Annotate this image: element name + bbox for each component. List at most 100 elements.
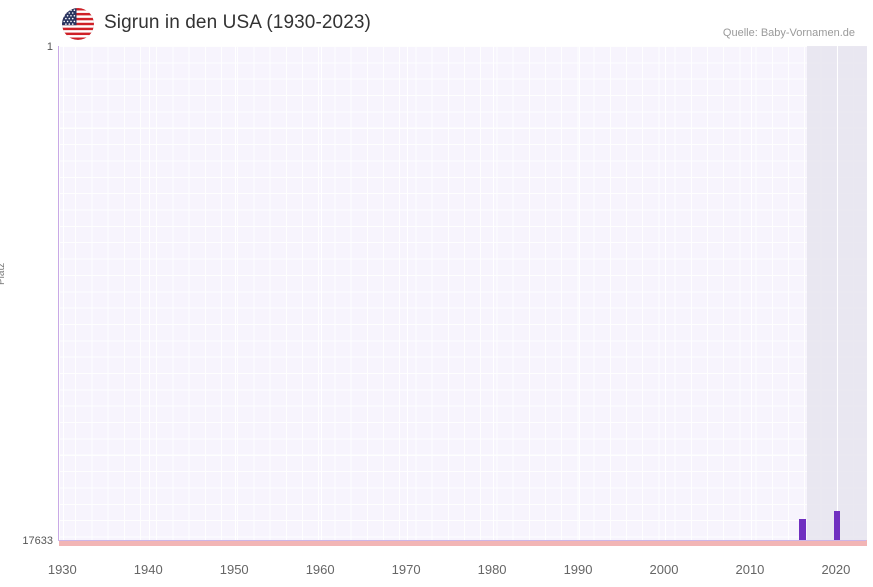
baseline-tick [583,540,593,546]
baseline-tick [471,540,481,546]
baseline-tick [204,540,214,546]
major-gridlines [59,46,867,540]
gridline-vertical [321,46,323,540]
baseline-tick [729,540,739,546]
baseline-tick [445,540,455,546]
baseline-tick [660,540,670,546]
baseline-tick [789,540,799,546]
baseline-tick [110,540,120,546]
gridline-vertical [750,46,752,540]
chart-header: Sigrun in den USA (1930-2023) Quelle: Ba… [0,0,873,44]
baseline-tick [634,540,644,546]
baseline-tick [437,540,446,546]
baseline-tick [669,540,679,546]
baseline-tick [479,540,489,546]
gridline-vertical [665,46,666,540]
baseline-tick [385,540,395,546]
baseline-tick [531,540,541,546]
baseline-tick [505,540,515,546]
baseline-tick [557,540,567,546]
y-axis-tick-top: 1 [46,41,53,53]
baseline-tick [514,540,524,546]
baseline-tick [325,540,335,546]
baseline-tick [841,540,850,546]
x-axis-tick-label: 1960 [305,562,335,577]
baseline-tick [247,540,257,546]
x-axis-tick-label: 2000 [649,562,679,577]
baseline-tick [565,540,575,546]
baseline-tick [522,540,532,546]
baseline-tick [755,540,765,546]
baseline-tick [256,540,266,546]
baseline-tick [265,540,275,546]
gridline-vertical [579,46,581,540]
y-axis-title: Platz [0,262,7,285]
x-axis-tick-label: 1950 [219,562,249,577]
baseline-tick [213,540,223,546]
baseline-tick [299,540,309,546]
baseline-tick [574,540,584,546]
x-axis-tick-label: 1940 [133,562,163,577]
baseline-tick [617,540,627,546]
minor-gridlines [59,46,867,540]
baseline-tick [101,540,111,546]
baseline-tick [402,540,412,546]
gridline-vertical [493,46,495,540]
baseline-tick [75,540,85,546]
baseline-tick [806,540,816,546]
x-axis-tick-label: 2020 [821,562,851,577]
page-title: Sigrun in den USA (1930-2023) [104,12,371,33]
x-axis-tick-label: 1980 [477,562,507,577]
baseline-tick [643,540,653,546]
baseline-tick [600,540,610,546]
baseline-tick [540,540,550,546]
baseline-tick [548,540,558,546]
baseline-tick [93,540,103,546]
baseline-tick [497,540,507,546]
baseline-tick [308,540,318,546]
x-axis-line [58,540,866,541]
baseline-tick [282,540,292,546]
chart-plot-area [58,46,868,546]
baseline-tick [84,540,94,546]
baseline-tick [239,540,249,546]
bar [799,519,806,540]
x-axis-tick-label: 1990 [563,562,593,577]
baseline-tick [351,540,361,546]
y-axis-tick-bottom: 17633 [22,535,53,547]
baseline-tick [316,540,326,546]
baseline-tick [58,540,68,546]
bar [833,511,841,540]
us-flag-icon [62,8,94,40]
baseline-tick [144,540,154,546]
baseline-tick [187,540,197,546]
baseline-tick [832,540,842,546]
baseline-tick [780,540,790,546]
baseline-tick [428,540,438,546]
baseline-tick [626,540,636,546]
x-axis-tick-label: 1930 [47,562,77,577]
gridline-vertical [407,46,409,540]
baseline-tick [376,540,386,546]
gridline-vertical [149,46,151,540]
baseline-tick [230,540,240,546]
baseline-tick [359,540,369,546]
baseline-tick [763,540,773,546]
baseline-tick [118,540,128,546]
baseline-tick [488,540,498,546]
baseline-tick [858,540,868,546]
baseline-tick [712,540,722,546]
baseline-tick [170,540,180,546]
gridline-vertical [836,46,838,540]
baseline-tick [394,540,404,546]
baseline-tick [196,540,206,546]
baseline-tick [677,540,687,546]
baseline-tick [127,540,137,546]
baseline-tick [136,540,146,546]
baseline-tick [333,540,343,546]
baseline-tick [411,540,421,546]
baseline-tick [368,540,378,546]
baseline-tick [153,540,163,546]
baseline-tick [419,540,429,546]
x-axis-tick-label: 2010 [735,562,765,577]
